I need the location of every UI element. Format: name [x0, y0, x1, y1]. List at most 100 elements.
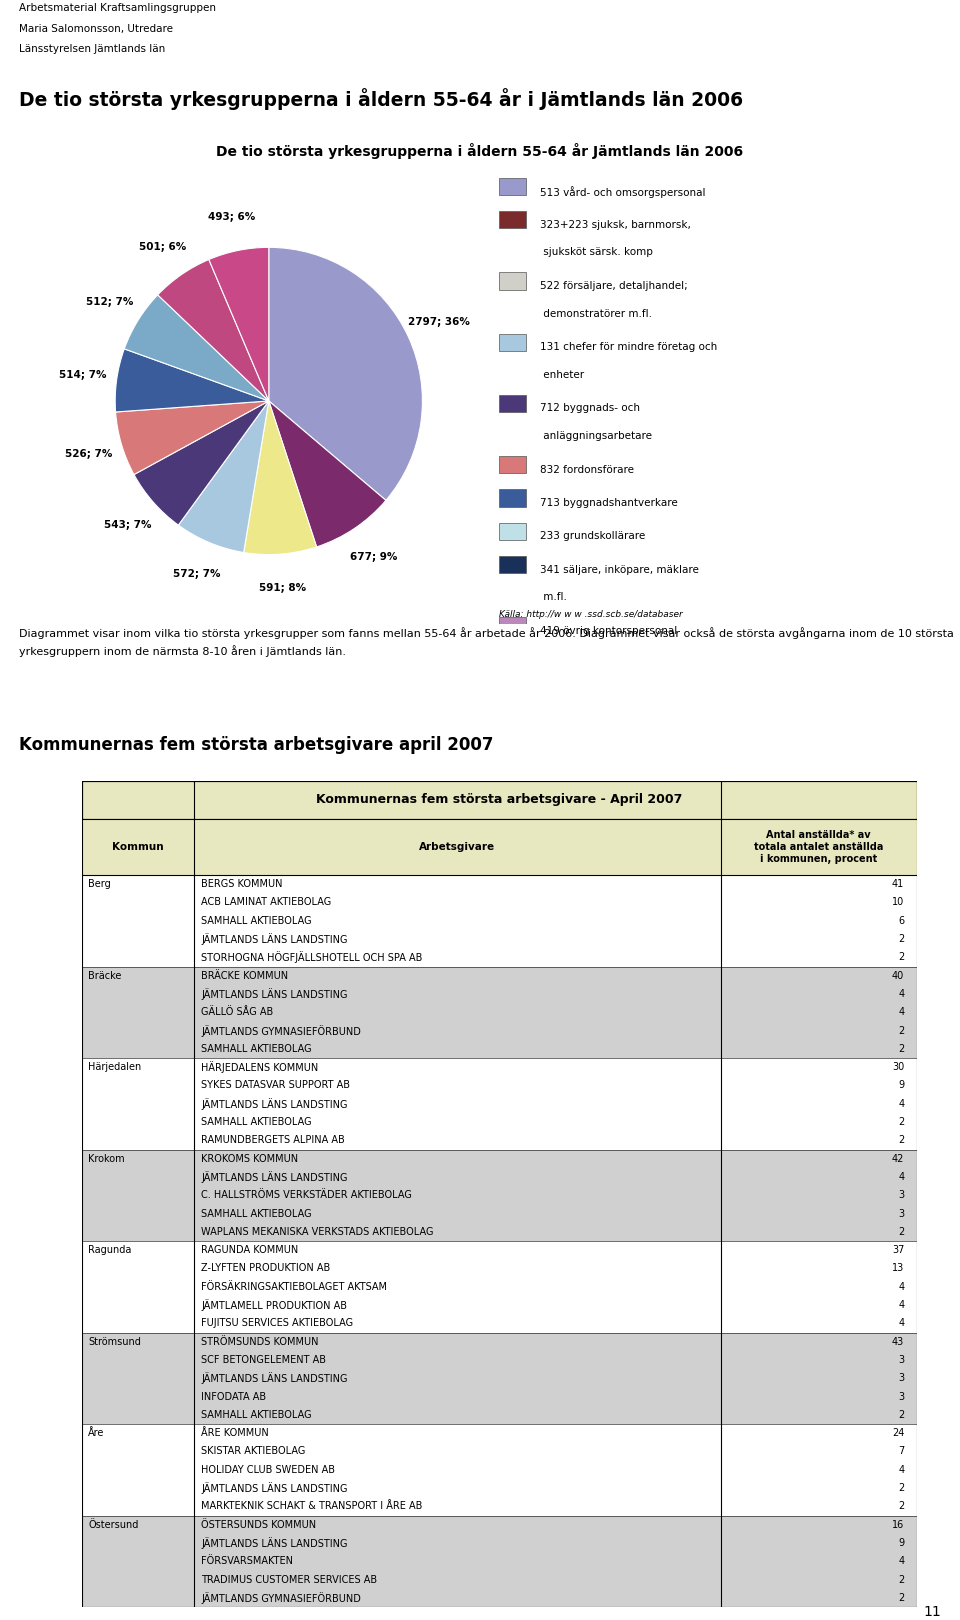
- Text: 2: 2: [898, 1592, 904, 1602]
- Text: BERGS KOMMUN: BERGS KOMMUN: [201, 880, 282, 889]
- Text: RAMUNDBERGETS ALPINA AB: RAMUNDBERGETS ALPINA AB: [201, 1136, 345, 1145]
- Text: Kommunernas fem största arbetsgivare - April 2007: Kommunernas fem största arbetsgivare - A…: [316, 794, 683, 807]
- Bar: [499, 178, 526, 194]
- Text: 419 övrig kontorspersonal: 419 övrig kontorspersonal: [540, 625, 677, 635]
- Bar: [82, 1369, 917, 1387]
- Text: 4: 4: [899, 1281, 904, 1291]
- Text: 4: 4: [899, 988, 904, 1000]
- Text: 3: 3: [899, 1374, 904, 1383]
- Bar: [82, 967, 917, 985]
- Text: 16: 16: [892, 1520, 904, 1529]
- Text: Diagrammet visar inom vilka tio största yrkesgrupper som fanns mellan 55-64 år a: Diagrammet visar inom vilka tio största …: [19, 627, 954, 656]
- Bar: [499, 395, 526, 411]
- Text: 513 vård- och omsorgspersonal: 513 vård- och omsorgspersonal: [540, 186, 706, 198]
- Text: JÄMTLANDS LÄNS LANDSTING: JÄMTLANDS LÄNS LANDSTING: [201, 1098, 348, 1110]
- Text: INFODATA AB: INFODATA AB: [201, 1392, 266, 1401]
- Bar: [82, 1131, 917, 1150]
- Text: 512; 7%: 512; 7%: [85, 298, 133, 308]
- Text: 6: 6: [899, 915, 904, 925]
- Text: 9: 9: [899, 1537, 904, 1549]
- Text: 43: 43: [892, 1336, 904, 1346]
- Text: 42: 42: [892, 1153, 904, 1163]
- Text: WAPLANS MEKANISKA VERKSTADS AKTIEBOLAG: WAPLANS MEKANISKA VERKSTADS AKTIEBOLAG: [201, 1226, 434, 1238]
- Text: 3: 3: [899, 1209, 904, 1218]
- Text: SKISTAR AKTIEBOLAG: SKISTAR AKTIEBOLAG: [201, 1447, 305, 1456]
- Text: De tio största yrkesgrupperna i åldern 55-64 år i Jämtlands län 2006: De tio största yrkesgrupperna i åldern 5…: [19, 87, 743, 110]
- Text: KROKOMS KOMMUN: KROKOMS KOMMUN: [201, 1153, 299, 1163]
- Text: Antal anställda* av
totala antalet anställda
i kommunen, procent: Antal anställda* av totala antalet anstä…: [754, 829, 883, 865]
- Text: Ragunda: Ragunda: [88, 1246, 132, 1256]
- Text: JÄMTLANDS LÄNS LANDSTING: JÄMTLANDS LÄNS LANDSTING: [201, 1537, 348, 1549]
- Bar: [82, 1589, 917, 1607]
- Bar: [82, 1424, 917, 1442]
- Wedge shape: [209, 248, 269, 402]
- Wedge shape: [244, 402, 317, 554]
- Text: Maria Salomonsson, Utredare: Maria Salomonsson, Utredare: [19, 24, 173, 34]
- Text: enheter: enheter: [540, 369, 584, 381]
- Text: 7: 7: [898, 1447, 904, 1456]
- Bar: [82, 948, 917, 967]
- Text: RAGUNDA KOMMUN: RAGUNDA KOMMUN: [201, 1246, 299, 1256]
- Bar: [82, 1570, 917, 1589]
- Text: Källa: http://w w w .ssd.scb.se/databaser: Källa: http://w w w .ssd.scb.se/database…: [499, 611, 683, 619]
- Text: JÄMTLANDS LÄNS LANDSTING: JÄMTLANDS LÄNS LANDSTING: [201, 1372, 348, 1383]
- Text: 37: 37: [892, 1246, 904, 1256]
- Text: Z-LYFTEN PRODUKTION AB: Z-LYFTEN PRODUKTION AB: [201, 1264, 330, 1273]
- Bar: [82, 1516, 917, 1534]
- Bar: [82, 1259, 917, 1278]
- Text: 2797; 36%: 2797; 36%: [408, 318, 469, 327]
- Text: Arbetsgivare: Arbetsgivare: [420, 842, 495, 852]
- Text: 40: 40: [892, 970, 904, 980]
- Text: Bräcke: Bräcke: [88, 970, 122, 980]
- Text: JÄMTLANDS LÄNS LANDSTING: JÄMTLANDS LÄNS LANDSTING: [201, 1171, 348, 1183]
- Bar: [82, 1351, 917, 1369]
- Bar: [82, 1095, 917, 1113]
- Text: STORHOGNA HÖGFJÄLLSHOTELL OCH SPA AB: STORHOGNA HÖGFJÄLLSHOTELL OCH SPA AB: [201, 951, 422, 964]
- Text: SAMHALL AKTIEBOLAG: SAMHALL AKTIEBOLAG: [201, 1409, 312, 1419]
- Text: 4: 4: [899, 1008, 904, 1017]
- Text: 832 fordonsförare: 832 fordonsförare: [540, 465, 634, 475]
- Text: 13: 13: [892, 1264, 904, 1273]
- Bar: [82, 1003, 917, 1022]
- Bar: [82, 1497, 917, 1516]
- Text: Strömsund: Strömsund: [88, 1336, 141, 1346]
- Text: 2: 2: [898, 1025, 904, 1035]
- Bar: [82, 1534, 917, 1552]
- Bar: [82, 1241, 917, 1259]
- Bar: [82, 1442, 917, 1461]
- Text: Kommunernas fem största arbetsgivare april 2007: Kommunernas fem största arbetsgivare apr…: [19, 735, 493, 755]
- Wedge shape: [134, 402, 269, 525]
- Text: SAMHALL AKTIEBOLAG: SAMHALL AKTIEBOLAG: [201, 1043, 312, 1055]
- Text: JÄMTLANDS LÄNS LANDSTING: JÄMTLANDS LÄNS LANDSTING: [201, 933, 348, 944]
- Text: 713 byggnadshantverkare: 713 byggnadshantverkare: [540, 497, 678, 507]
- Text: SAMHALL AKTIEBOLAG: SAMHALL AKTIEBOLAG: [201, 1209, 312, 1218]
- Text: Härjedalen: Härjedalen: [88, 1063, 141, 1072]
- Text: 2: 2: [898, 1043, 904, 1055]
- Bar: [82, 1479, 917, 1497]
- Bar: [82, 912, 917, 930]
- Wedge shape: [269, 248, 422, 501]
- Text: TRADIMUS CUSTOMER SERVICES AB: TRADIMUS CUSTOMER SERVICES AB: [201, 1575, 377, 1584]
- Bar: [82, 1387, 917, 1406]
- Text: 41: 41: [892, 880, 904, 889]
- Text: 131 chefer för mindre företag och: 131 chefer för mindre företag och: [540, 342, 717, 352]
- Text: Länsstyrelsen Jämtlands län: Länsstyrelsen Jämtlands län: [19, 44, 165, 55]
- Bar: [82, 1040, 917, 1058]
- Text: 233 grundskollärare: 233 grundskollärare: [540, 531, 645, 541]
- Text: SYKES DATASVAR SUPPORT AB: SYKES DATASVAR SUPPORT AB: [201, 1081, 350, 1090]
- Bar: [82, 1150, 917, 1168]
- Text: demonstratörer m.fl.: demonstratörer m.fl.: [540, 309, 652, 319]
- Text: 4: 4: [899, 1557, 904, 1567]
- Text: m.fl.: m.fl.: [540, 593, 566, 603]
- Bar: [82, 1022, 917, 1040]
- Text: SAMHALL AKTIEBOLAG: SAMHALL AKTIEBOLAG: [201, 1118, 312, 1128]
- Text: 591; 8%: 591; 8%: [259, 583, 306, 593]
- Text: 11: 11: [924, 1605, 941, 1618]
- Text: HOLIDAY CLUB SWEDEN AB: HOLIDAY CLUB SWEDEN AB: [201, 1464, 335, 1474]
- Text: 4: 4: [899, 1319, 904, 1328]
- Bar: [82, 1314, 917, 1333]
- Bar: [499, 457, 526, 473]
- FancyBboxPatch shape: [82, 818, 917, 875]
- Bar: [82, 1113, 917, 1131]
- Text: STRÖMSUNDS KOMMUN: STRÖMSUNDS KOMMUN: [201, 1336, 319, 1346]
